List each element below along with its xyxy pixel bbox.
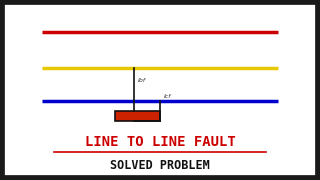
Text: Ibf: Ibf: [138, 78, 146, 83]
Text: SOLVED PROBLEM: SOLVED PROBLEM: [110, 159, 210, 172]
Text: LINE TO LINE FAULT: LINE TO LINE FAULT: [84, 135, 236, 149]
Bar: [115, 111, 160, 121]
Text: Icf: Icf: [164, 94, 171, 99]
